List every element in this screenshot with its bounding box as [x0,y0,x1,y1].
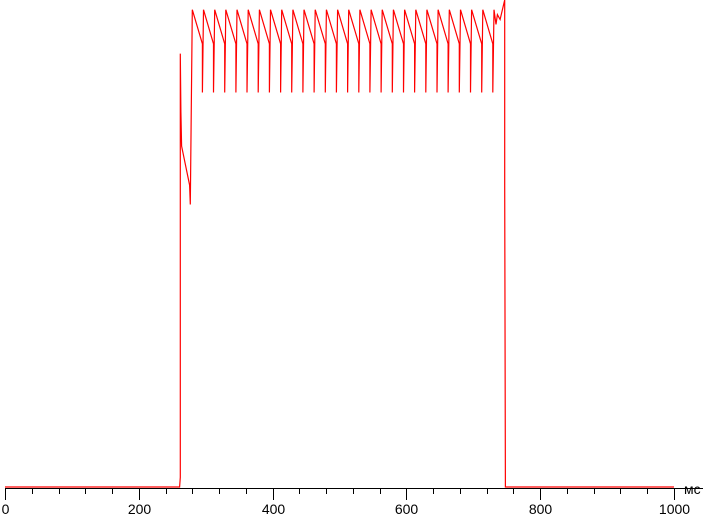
x-tick-label: 200 [128,501,152,516]
x-axis-label: мс [684,481,701,497]
x-tick-label: 400 [262,501,286,516]
x-tick-label: 600 [395,501,419,516]
x-tick-label: 1000 [659,501,690,516]
series-layer [5,0,674,488]
x-axis: 0 200 400 600 800 1000 [2,488,703,516]
series-line [5,0,674,488]
x-tick-label: 800 [529,501,553,516]
x-tick-label: 0 [2,501,10,516]
